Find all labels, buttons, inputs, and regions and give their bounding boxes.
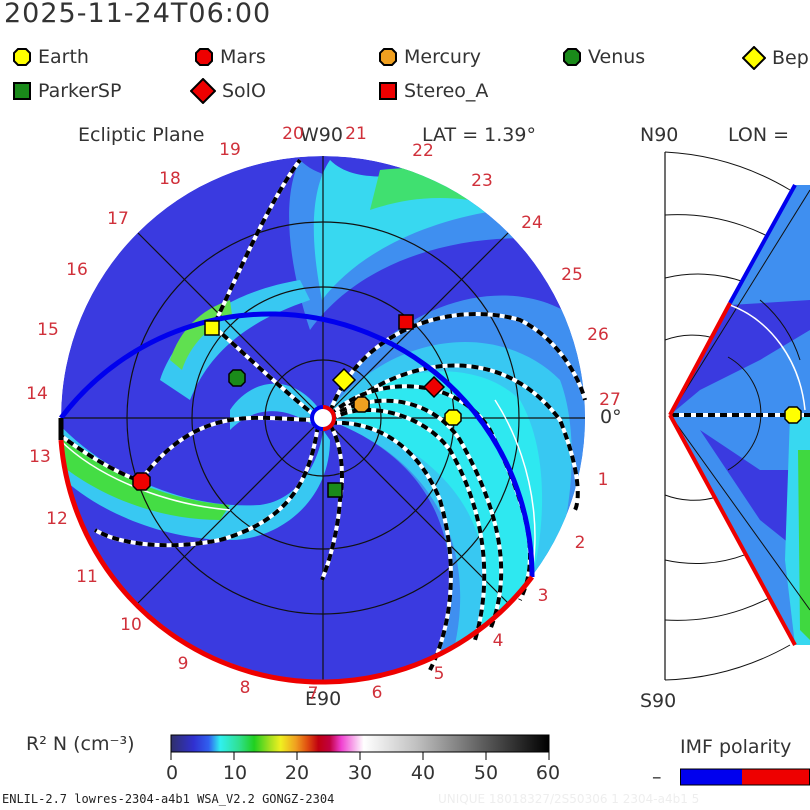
timestamp: 2025-11-24T06:00 [4,0,272,29]
carr-tick-13: 13 [29,447,51,467]
carr-tick-14: 14 [26,384,48,404]
legend-label: Mercury [404,46,482,68]
legend-item-mars: Mars [194,46,266,68]
legend-item-bep: Bep [742,46,809,70]
carr-tick-15: 15 [37,320,59,340]
colorbar-tick-50: 50 [473,762,499,784]
w90-label: W90 [300,124,343,146]
carr-tick-21: 21 [345,124,367,144]
carr-tick-11: 11 [76,567,98,587]
earth-meridional-marker-icon [784,406,802,424]
carr-tick-5: 5 [433,664,445,684]
carr-tick-26: 26 [587,325,609,345]
earth-marker-icon [444,409,462,426]
legend-label: Earth [38,46,89,68]
solo-marker-icon [190,78,216,104]
carr-tick-25: 25 [561,265,583,285]
ecliptic-plane-plot [58,151,810,685]
n90-label: N90 [640,124,679,146]
meridional-plane-plot [664,151,810,681]
mercury-marker-icon [353,396,370,413]
colorbar-tick-20: 20 [284,762,310,784]
carr-tick-3: 3 [537,586,549,606]
carr-tick-10: 10 [120,615,142,635]
carr-tick-8: 8 [239,678,251,698]
lat-label: LAT = 1.39° [422,124,536,146]
carr-tick-9: 9 [177,654,189,674]
e90-label: E90 [305,688,342,710]
carr-tick-18: 18 [159,169,181,189]
solo-marker-icon [422,375,446,399]
legend-item-mercury: Mercury [378,46,481,68]
imf-minus-label: – [652,766,662,788]
legend-label: Bep [772,47,809,69]
venus-marker-icon [228,369,246,387]
colorbar-tick-0: 0 [165,762,179,784]
colorbar [170,734,550,760]
parkersp-marker-icon [13,82,31,100]
imf-polarity-title: IMF polarity [680,736,792,758]
model-info-footer: ENLIL-2.7 lowres-2304-a4b1 WSA_V2.2 GONG… [2,792,335,806]
bep-marker-icon [331,367,357,393]
ghost-footer-text: UNIQUE 18018327/2S50306 1 2304-a4b1 5 [438,792,700,806]
legend-item-stereo-a: Stereo_A [378,80,488,102]
mercury-marker-icon [379,48,397,66]
colorbar-tick-40: 40 [410,762,436,784]
carr-tick-12: 12 [46,509,68,529]
venus-marker-icon [563,48,581,66]
legend-label: Stereo_A [404,80,489,102]
legend-item-parkersp: ParkerSP [12,80,121,102]
legend-item-solo: SolO [190,78,266,104]
carr-tick-19: 19 [219,140,241,160]
legend-label: ParkerSP [38,80,122,102]
stereo-a-marker-icon [398,314,414,330]
carr-tick-27: 27 [599,390,621,410]
carr-tick-4: 4 [492,631,504,651]
ecliptic-plane-title: Ecliptic Plane [78,124,205,146]
earth-marker-icon [13,48,31,66]
carr-tick-22: 22 [412,141,434,161]
carr-tick-16: 16 [66,260,88,280]
colorbar-tick-30: 30 [347,762,373,784]
parkersp-marker-icon [327,482,343,498]
colorbar-title: R² N (cm⁻³) [26,733,135,755]
zero-degree-label: 0° [600,406,622,428]
legend-item-earth: Earth [12,46,89,68]
carr-tick-1: 1 [597,470,609,490]
colorbar-tick-10: 10 [222,762,248,784]
legend-item-venus: Venus [562,46,645,68]
carr-tick-24: 24 [521,213,543,233]
carr-tick-2: 2 [574,533,586,553]
mars-marker-icon [132,472,151,491]
legend-label: SolO [222,80,266,102]
legend-label: Mars [220,46,266,68]
carr-tick-17: 17 [107,209,129,229]
s90-label: S90 [640,690,677,712]
legend-label: Venus [588,46,646,68]
stereo-a-marker-icon [379,82,397,100]
imf-polarity-bar [680,768,810,786]
bep-marker-icon [742,46,766,70]
carr-tick-7: 7 [307,684,319,704]
carr-tick-20: 20 [282,124,304,144]
bep-square-marker-icon [204,320,220,336]
carr-tick-6: 6 [371,683,383,703]
carr-tick-23: 23 [471,171,493,191]
lon-label: LON = [728,124,790,146]
mars-marker-icon [195,48,213,66]
colorbar-tick-60: 60 [535,762,561,784]
